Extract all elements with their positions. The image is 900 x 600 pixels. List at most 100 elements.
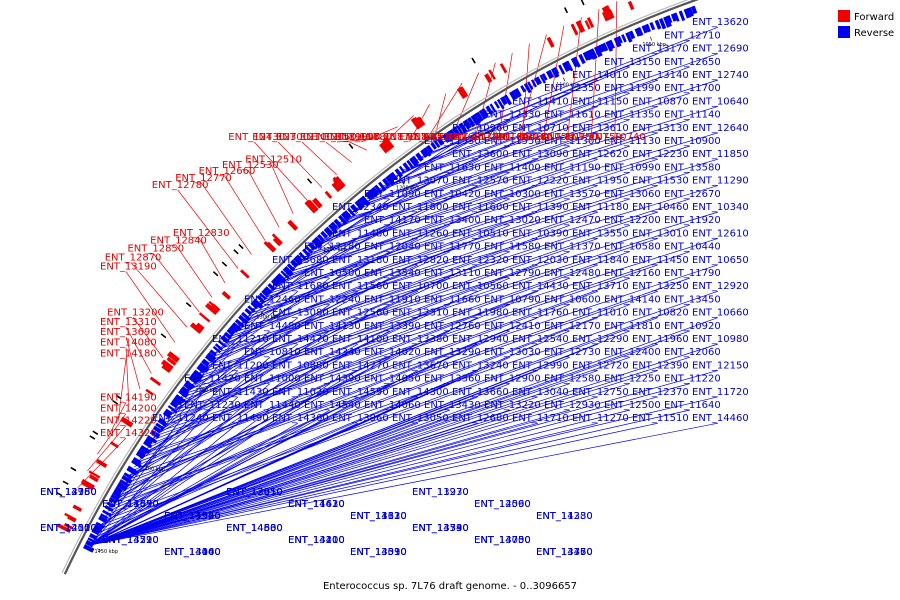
feature-label: ENT_14210 bbox=[288, 535, 345, 546]
feature-label: ENT_11530 bbox=[632, 176, 689, 187]
feature-label: ENT_12760 bbox=[424, 321, 481, 332]
feature-label: ENT_11160 bbox=[472, 132, 529, 143]
leader-line bbox=[189, 264, 479, 386]
forward-feature-block bbox=[205, 302, 219, 316]
reverse-feature-block bbox=[509, 90, 518, 101]
other-feature-mark bbox=[471, 57, 476, 64]
reverse-feature-block bbox=[261, 288, 270, 297]
legend-forward-label: Forward bbox=[854, 12, 894, 23]
leader-line bbox=[117, 358, 127, 422]
leader-line bbox=[90, 422, 479, 546]
feature-label: ENT_11430 bbox=[212, 387, 269, 398]
leader-line bbox=[214, 211, 659, 354]
reverse-feature-block bbox=[451, 126, 461, 137]
forward-feature-block bbox=[287, 219, 299, 231]
feature-label: ENT_12170 bbox=[544, 321, 601, 332]
reverse-feature-block bbox=[466, 116, 476, 128]
feature-label: ENT_13890 bbox=[102, 499, 159, 510]
leader-line bbox=[148, 290, 539, 446]
forward-feature-block bbox=[166, 351, 180, 363]
feature-label: ENT_12850 bbox=[127, 244, 184, 255]
feature-label: ENT_11680 bbox=[272, 281, 329, 292]
forward-feature-block bbox=[145, 388, 154, 396]
reverse-feature-block bbox=[271, 278, 280, 287]
leader-line bbox=[224, 175, 266, 241]
feature-label: ENT_10810 bbox=[244, 347, 301, 358]
leader-line bbox=[90, 370, 539, 546]
leader-line bbox=[198, 224, 631, 374]
reverse-feature-block bbox=[687, 7, 694, 17]
feature-label: ENT_11850 bbox=[692, 149, 749, 160]
forward-feature-block bbox=[575, 20, 586, 34]
feature-label: ENT_13760 bbox=[536, 547, 593, 558]
reverse-feature-block bbox=[496, 98, 505, 110]
feature-label: ENT_12680 bbox=[452, 413, 509, 424]
leader-line bbox=[131, 317, 479, 472]
leader-line bbox=[159, 290, 479, 428]
reverse-feature-block bbox=[169, 400, 179, 409]
reverse-feature-block bbox=[420, 148, 429, 158]
leader-line bbox=[168, 251, 631, 416]
feature-label: ENT_10600 bbox=[544, 294, 601, 305]
feature-label: ENT_14270 bbox=[332, 360, 389, 371]
feature-label: ENT_14100 bbox=[332, 334, 389, 345]
leader-line bbox=[566, 17, 582, 143]
feature-label: ENT_12770 bbox=[175, 173, 232, 184]
forward-feature-block bbox=[208, 300, 220, 312]
feature-label: ENT_13170 bbox=[632, 44, 689, 55]
feature-label: ENT_11210 bbox=[212, 334, 269, 345]
leader-line bbox=[335, 132, 599, 227]
leader-line bbox=[90, 396, 719, 546]
reverse-feature-block bbox=[601, 42, 609, 52]
other-feature-mark bbox=[233, 249, 239, 255]
reverse-feature-block bbox=[304, 245, 314, 255]
feature-label: ENT_13450 bbox=[664, 294, 721, 305]
feature-label: ENT_12610 bbox=[692, 228, 749, 239]
reverse-feature-block bbox=[131, 459, 142, 469]
feature-label: ENT_13020 bbox=[484, 215, 541, 226]
other-feature-mark bbox=[185, 302, 192, 308]
other-feature-mark bbox=[212, 271, 219, 277]
leader-line bbox=[90, 383, 391, 546]
leader-line bbox=[316, 145, 571, 244]
reverse-feature-block bbox=[83, 544, 95, 553]
leader-line bbox=[121, 370, 239, 489]
feature-label: ENT_12100 bbox=[276, 132, 333, 143]
feature-label: ENT_13530 bbox=[350, 547, 407, 558]
feature-label: ENT_11260 bbox=[392, 228, 449, 239]
reverse-feature-block bbox=[259, 292, 267, 301]
leader-line bbox=[248, 185, 659, 315]
feature-label: ENT_11360 bbox=[424, 132, 481, 143]
leader-line bbox=[399, 79, 659, 174]
feature-label: ENT_10920 bbox=[664, 321, 721, 332]
reverse-feature-block bbox=[398, 165, 406, 173]
reverse-feature-block bbox=[527, 81, 534, 90]
leader-line bbox=[125, 347, 130, 406]
feature-label: ENT_10960 bbox=[452, 123, 509, 134]
feature-label: ENT_14020 bbox=[364, 347, 421, 358]
reverse-feature-block bbox=[333, 218, 343, 228]
leader-line bbox=[270, 164, 294, 214]
forward-feature-block bbox=[584, 20, 591, 30]
reverse-feature-block bbox=[430, 142, 438, 150]
reverse-feature-block bbox=[290, 259, 299, 268]
leader-line bbox=[177, 189, 239, 269]
feature-label: ENT_13380 bbox=[392, 334, 449, 345]
reverse-feature-block bbox=[256, 295, 266, 304]
forward-feature-block bbox=[271, 233, 283, 245]
reverse-feature-block bbox=[489, 103, 497, 113]
feature-label: ENT_11340 bbox=[448, 132, 505, 143]
reverse-feature-block bbox=[530, 79, 538, 88]
feature-label: ENT_14440 bbox=[164, 547, 221, 558]
leader-line bbox=[200, 182, 252, 255]
leader-line bbox=[112, 304, 631, 503]
scale-tick bbox=[97, 548, 102, 551]
feature-label: ENT_12900 bbox=[484, 374, 541, 385]
feature-label: ENT_13310 bbox=[100, 317, 157, 328]
forward-feature-block bbox=[95, 458, 108, 469]
scale-label: 1150 kbp bbox=[474, 130, 498, 136]
leader-line bbox=[142, 264, 719, 455]
forward-feature-block bbox=[499, 63, 508, 74]
leader-line bbox=[208, 238, 539, 362]
feature-label: ENT_12400 bbox=[604, 347, 661, 358]
